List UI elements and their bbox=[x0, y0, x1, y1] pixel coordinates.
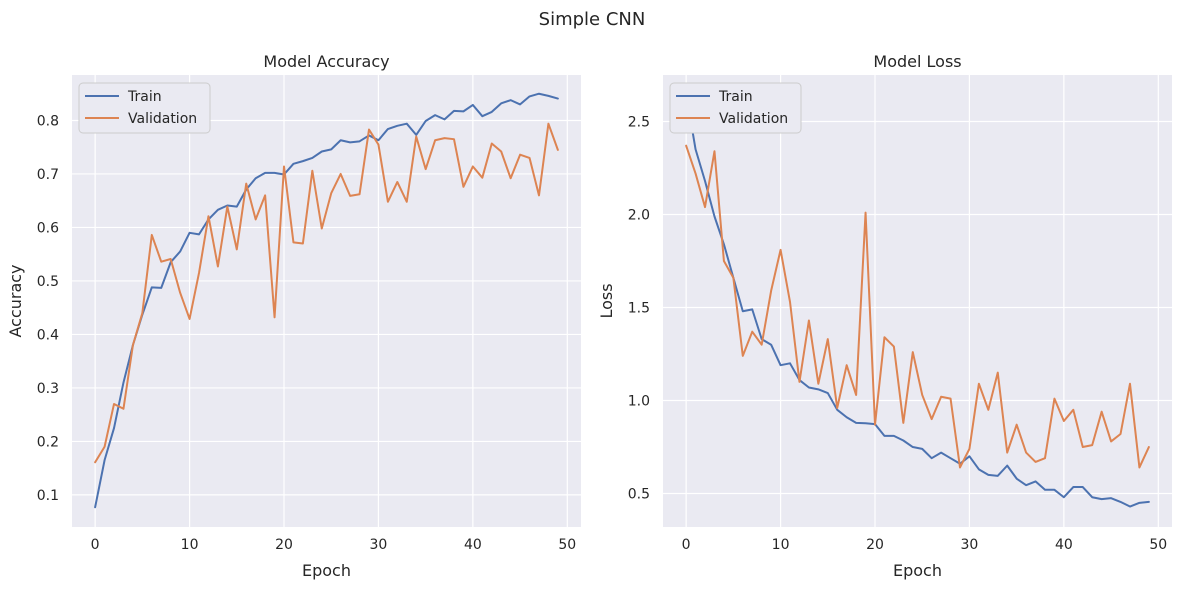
accuracy-y-tick-label: 0.6 bbox=[37, 220, 59, 236]
loss-y-tick-label: 0.5 bbox=[628, 487, 650, 503]
accuracy-y-tick-label: 0.8 bbox=[37, 113, 59, 129]
loss-legend: Train Validation bbox=[669, 82, 802, 134]
loss-x-tick-label: 30 bbox=[961, 537, 979, 553]
accuracy-y-tick-label: 0.7 bbox=[37, 167, 59, 183]
accuracy-y-tick-label: 0.1 bbox=[37, 488, 59, 504]
loss-x-tick-label: 10 bbox=[772, 537, 790, 553]
accuracy-y-tick-label: 0.4 bbox=[37, 327, 59, 343]
accuracy-legend-validation-label: Validation bbox=[128, 111, 197, 127]
loss-x-tick-label: 40 bbox=[1055, 537, 1073, 553]
loss-validation-line bbox=[685, 144, 1150, 469]
accuracy-legend-train-label: Train bbox=[127, 89, 162, 105]
loss-panel: Model Loss Epoch Loss 0 10 20 30 40 50 0.5 1.0 1… bbox=[597, 52, 1172, 580]
loss-y-tick-label: 2.5 bbox=[628, 115, 650, 131]
loss-x-axis-label: Epoch bbox=[893, 561, 942, 580]
accuracy-y-axis-label: Accuracy bbox=[6, 264, 25, 337]
accuracy-plot-area bbox=[72, 75, 581, 527]
loss-y-tick-label: 1.0 bbox=[628, 394, 650, 410]
accuracy-chart-title: Model Accuracy bbox=[263, 52, 389, 71]
loss-y-tick-label: 2.0 bbox=[628, 208, 650, 224]
loss-y-tick-label: 1.5 bbox=[628, 301, 650, 317]
accuracy-y-tick-label: 0.2 bbox=[37, 434, 59, 450]
figure-title: Simple CNN bbox=[539, 9, 646, 30]
accuracy-panel: Model Accuracy Epoch Accuracy 0 10 20 30 40 5… bbox=[6, 52, 581, 580]
accuracy-train-line bbox=[94, 92, 559, 509]
loss-chart-title: Model Loss bbox=[873, 52, 961, 71]
loss-x-tick-label: 50 bbox=[1149, 537, 1167, 553]
accuracy-x-tick-label: 50 bbox=[558, 537, 576, 553]
loss-x-tick-label: 0 bbox=[682, 537, 691, 553]
loss-legend-validation-label: Validation bbox=[719, 111, 788, 127]
accuracy-x-tick-label: 20 bbox=[275, 537, 293, 553]
accuracy-x-tick-label: 10 bbox=[181, 537, 199, 553]
accuracy-x-tick-label: 40 bbox=[464, 537, 482, 553]
loss-y-axis-label: Loss bbox=[597, 283, 616, 318]
loss-plot-area bbox=[663, 75, 1172, 527]
loss-x-tick-label: 20 bbox=[866, 537, 884, 553]
accuracy-y-tick-label: 0.3 bbox=[37, 381, 59, 397]
accuracy-legend: Train Validation bbox=[78, 82, 211, 134]
accuracy-validation-line bbox=[94, 122, 559, 464]
accuracy-x-tick-label: 30 bbox=[370, 537, 388, 553]
accuracy-x-tick-label: 0 bbox=[91, 537, 100, 553]
accuracy-x-axis-label: Epoch bbox=[302, 561, 351, 580]
loss-legend-train-label: Train bbox=[718, 89, 753, 105]
accuracy-y-tick-label: 0.5 bbox=[37, 274, 59, 290]
